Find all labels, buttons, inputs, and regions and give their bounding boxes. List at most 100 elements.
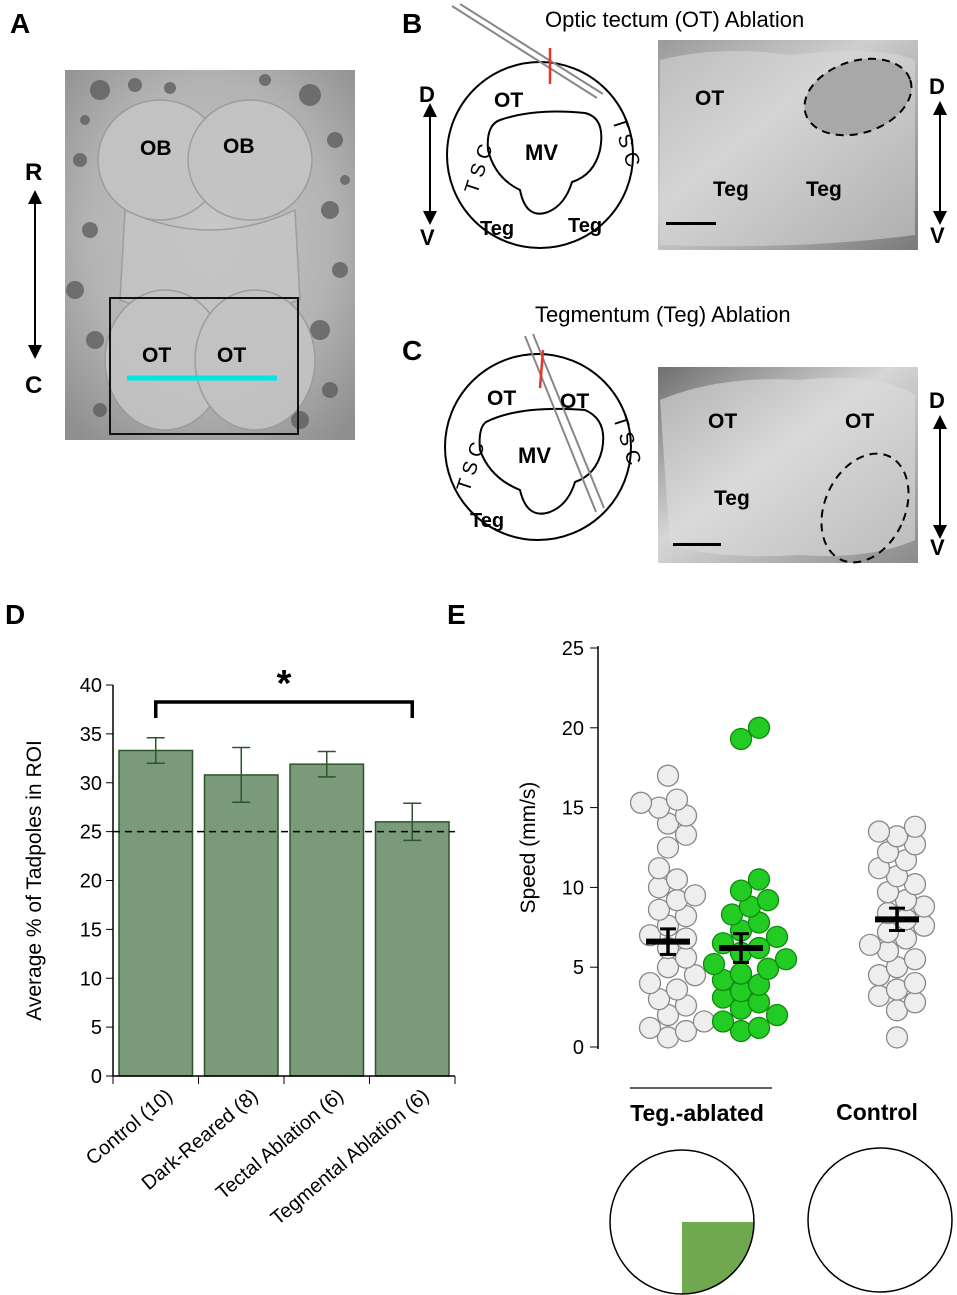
data-point [692, 1010, 716, 1033]
axis-label-c-v: V [930, 535, 945, 560]
scale-bar-b [666, 222, 716, 225]
data-point [765, 925, 789, 949]
data-point [903, 815, 927, 838]
label-ot-right: OT [217, 344, 246, 367]
data-point [665, 788, 689, 811]
photo-c-teg: Teg [714, 487, 750, 510]
data-point [656, 836, 680, 859]
melanophore-speckles [66, 74, 350, 429]
scale-bar-c [673, 543, 721, 546]
electrode-c-inner [532, 333, 605, 509]
data-point [885, 1026, 909, 1049]
label-c-teg: Teg [470, 510, 504, 532]
label-c-tsc-right: T S C [608, 413, 645, 468]
axis-label-b-v-right: V [930, 223, 945, 248]
label-b-teg-left: Teg [480, 218, 514, 240]
data-point [674, 1019, 698, 1043]
data-point [747, 868, 771, 891]
y-tick-label: 25 [80, 822, 102, 844]
data-point [702, 952, 726, 976]
label-ot-left: OT [142, 344, 171, 367]
data-point [711, 1010, 735, 1033]
y-tick-label: 25 [562, 638, 584, 660]
y-tick-label: 20 [80, 871, 102, 893]
data-point [756, 889, 780, 912]
y-axis-label: Average % of Tadpoles in ROI [23, 740, 46, 1021]
y-tick-label: 30 [80, 773, 102, 795]
photo-b-teg-right: Teg [806, 178, 842, 201]
label-b-teg-right: Teg [568, 215, 602, 237]
axis-label-c: C [25, 372, 42, 399]
label-ob-left: OB [140, 137, 172, 160]
label-b-mv: MV [525, 140, 558, 165]
panel-b-title: Optic tectum (OT) Ablation [545, 7, 804, 32]
y-axis-label: Speed (mm/s) [517, 782, 540, 914]
bar [374, 821, 450, 1077]
data-point [665, 978, 689, 1001]
panel-letter-d: D [5, 599, 25, 630]
electrode-inner [459, 3, 604, 95]
data-point [765, 1003, 789, 1027]
data-point [903, 948, 927, 971]
axis-label-r: R [25, 159, 42, 186]
data-point [756, 957, 780, 980]
photo-c-ot-left: OT [708, 410, 737, 433]
data-point [747, 1016, 771, 1039]
y-tick-label: 20 [562, 718, 584, 740]
data-point [683, 884, 707, 907]
ventricle-mv [486, 110, 603, 215]
x-tick-label: Tegmental Ablation (6) [267, 1085, 434, 1230]
data-point [674, 823, 698, 846]
electrode-outer [451, 5, 598, 99]
photo-b-ot: OT [695, 87, 724, 110]
significance-star: * [277, 663, 292, 705]
data-point [638, 1016, 662, 1039]
y-tick-label: 40 [80, 675, 102, 697]
y-tick-label: 15 [80, 919, 102, 941]
data-point [903, 972, 927, 995]
roi-quadrant [682, 1222, 754, 1294]
panel-letter-b: B [402, 8, 422, 39]
bar-chart-d: Control (10)Dark-Reared (8)Tectal Ablati… [23, 663, 456, 1230]
panel-c: Tegmentum (Teg) Ablation OT OT MV T S C … [444, 302, 947, 564]
label-ob-right: OB [223, 135, 255, 158]
panel-c-title: Tegmentum (Teg) Ablation [535, 302, 791, 327]
ventricle-mv-c [478, 407, 605, 515]
y-tick-label: 5 [573, 957, 584, 979]
data-point [774, 948, 798, 971]
data-point [729, 879, 753, 902]
data-point [674, 927, 698, 950]
y-tick-label: 10 [562, 877, 584, 899]
panel-letter-e: E [447, 599, 466, 630]
label-b-tsc-right: T S C [607, 115, 644, 170]
panel-letter-c: C [402, 335, 422, 366]
ablation-region-c [820, 452, 910, 564]
data-point [729, 727, 753, 751]
group-label-teg-ablated: Teg.-ablated [630, 1100, 764, 1126]
label-c-tsc-left: T S C [453, 439, 490, 494]
data-point [747, 716, 771, 739]
panel-letter-a: A [10, 8, 30, 39]
label-c-mv: MV [518, 443, 551, 468]
data-point [858, 933, 882, 957]
photo-b-teg-left: Teg [713, 178, 749, 201]
data-point [867, 820, 891, 843]
y-tick-label: 10 [80, 968, 102, 990]
label-c-ot-left: OT [487, 387, 516, 410]
data-point [647, 857, 671, 880]
photo-c-ot-right: OT [845, 410, 874, 433]
data-point [729, 962, 753, 985]
panel-b: Optic tectum (OT) Ablation OT MV T S C T… [419, 3, 947, 250]
brain-section-diagram-c [444, 353, 632, 541]
roi-box [109, 297, 299, 435]
bar [289, 763, 365, 1077]
group-label-control: Control [836, 1099, 918, 1125]
data-point [903, 991, 927, 1014]
bar [118, 749, 194, 1077]
data-point [647, 898, 671, 921]
bar [203, 774, 279, 1077]
data-point [665, 868, 689, 891]
label-b-tsc-left: T S C [461, 141, 498, 196]
axis-label-c-d: D [929, 388, 945, 413]
